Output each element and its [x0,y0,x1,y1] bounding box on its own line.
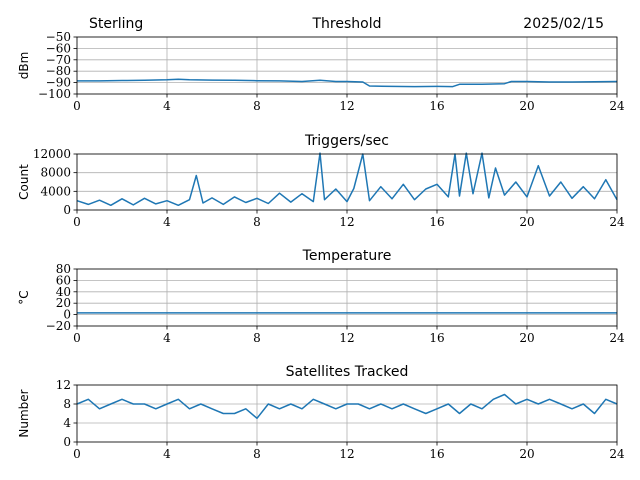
y-tick-label: 8 [63,397,71,411]
x-tick-label: 4 [163,99,171,113]
x-tick-label: 8 [253,447,261,461]
x-tick-label: 16 [429,99,444,113]
chart-panel-1: 0 4 8 12 16 20 24 −100−90−80−70−60−50 Threshold d… [17,16,625,113]
x-tick-label: 4 [163,215,171,229]
y-tick-label: 12 [56,378,71,392]
y-axis-label: °C [17,290,31,304]
y-axis-label: Number [17,389,31,437]
y-tick-label: −50 [46,30,71,44]
x-tick-label: 12 [339,331,354,345]
x-tick-label: 24 [609,215,625,229]
chart-panel-2: 0 4 8 12 16 20 24 0 4000 8000 12000 Triggers/sec Cou… [17,133,625,229]
chart-title: Satellites Tracked [286,364,409,380]
y-tick-label: 40 [56,285,71,299]
y-tick-label: 12000 [33,147,71,161]
x-tick-label: 24 [609,331,625,345]
x-tick-label: 16 [429,331,444,345]
y-tick-label: −100 [38,87,71,101]
x-tick-label: 4 [163,331,171,345]
x-tick-label: 0 [73,331,81,345]
x-tick-label: 16 [429,215,444,229]
x-tick-label: 12 [339,447,354,461]
x-tick-label: 8 [253,215,261,229]
x-tick-label: 12 [339,215,354,229]
y-tick-label: −80 [46,64,71,78]
chart-title: Threshold [312,16,382,32]
y-tick-label: −70 [46,53,71,67]
series-line [76,152,618,207]
y-tick-label: −60 [46,41,71,55]
x-tick-label: 24 [609,447,625,461]
y-tick-label: −20 [46,319,71,333]
x-tick-label: 16 [429,447,444,461]
y-tick-label: 60 [56,273,71,287]
x-tick-label: 24 [609,99,625,113]
y-tick-label: 4 [63,416,71,430]
series-line [77,78,618,88]
y-axis-label: Count [17,164,31,200]
x-tick-label: 20 [519,215,534,229]
x-tick-label: 0 [73,99,81,113]
x-tick-label: 20 [519,99,534,113]
y-tick-label: 80 [56,262,71,276]
y-tick-label: 0 [63,435,71,449]
y-tick-label: 0 [63,308,71,322]
x-tick-label: 20 [519,331,534,345]
x-tick-label: 8 [253,331,261,345]
y-tick-label: 20 [56,296,71,310]
y-tick-label: −90 [46,76,71,90]
y-tick-label: 0 [63,203,71,217]
y-tick-label: 8000 [40,166,71,180]
chart-title: Triggers/sec [304,133,389,149]
chart-panel-4: 0 4 8 12 16 20 24 0 4 8 12 Satellites Tracked Number [17,364,625,461]
x-tick-label: 20 [519,447,534,461]
x-tick-label: 0 [73,215,81,229]
x-tick-label: 0 [73,447,81,461]
x-tick-label: 4 [163,447,171,461]
site-name: Sterling [89,16,143,32]
y-axis-label: dBm [17,52,31,80]
x-tick-label: 12 [339,99,354,113]
date-label: 2025/02/15 [523,16,604,32]
y-tick-label: 4000 [40,184,71,198]
chart-title: Temperature [302,248,392,264]
x-tick-label: 8 [253,99,261,113]
series-line [76,393,618,420]
